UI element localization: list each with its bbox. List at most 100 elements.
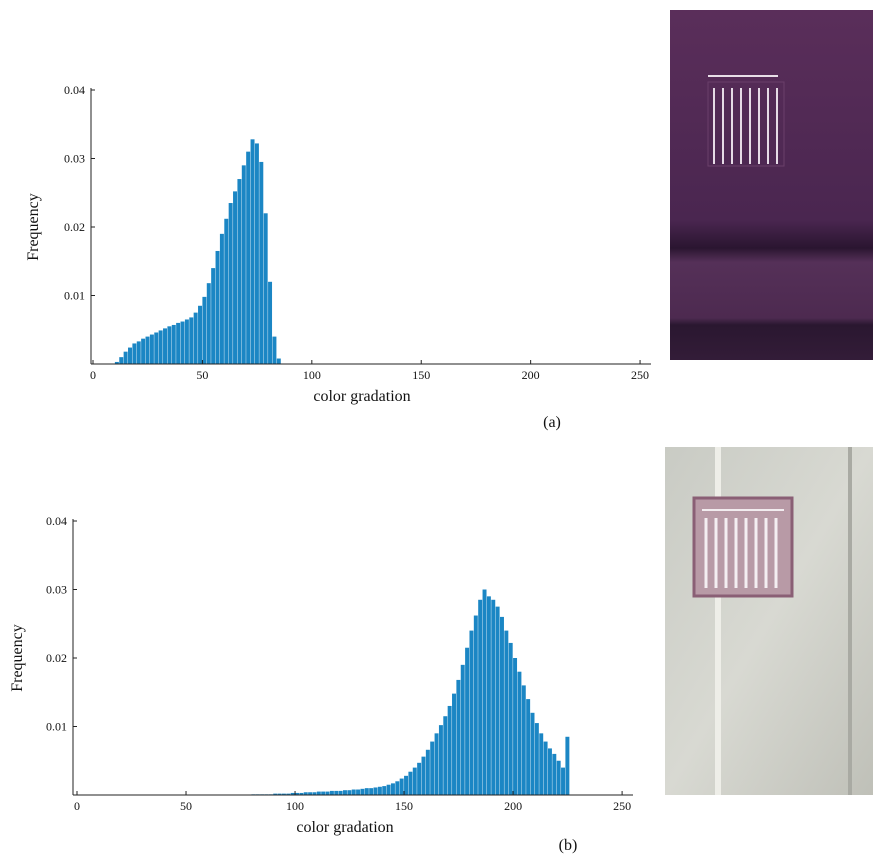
bar (526, 699, 531, 795)
bar (465, 647, 470, 795)
x-axis-label: color gradation (296, 819, 393, 836)
bar (119, 357, 124, 364)
bar (180, 321, 185, 364)
bar (539, 733, 544, 795)
bar (316, 791, 321, 795)
bar (145, 336, 150, 364)
bar (521, 685, 526, 795)
bar (552, 753, 557, 795)
bar (206, 283, 211, 364)
bar (513, 658, 518, 795)
bar (438, 725, 443, 795)
bar (417, 762, 422, 795)
bar (486, 596, 491, 795)
bar (263, 213, 268, 364)
x-tick-label: 100 (303, 368, 321, 382)
bar (114, 361, 119, 364)
x-tick-label: 0 (74, 799, 80, 813)
bar (237, 179, 242, 364)
bar (517, 671, 522, 795)
y-tick-label: 0.02 (46, 651, 67, 665)
bar (312, 792, 317, 795)
bar (254, 143, 259, 364)
bar (308, 792, 313, 795)
bar (215, 250, 220, 364)
bar (356, 789, 361, 795)
bar (228, 203, 233, 364)
bar (534, 723, 539, 795)
bar (325, 791, 330, 795)
bar (211, 268, 216, 364)
bar (303, 792, 308, 795)
bar (163, 328, 167, 364)
bar (154, 332, 159, 364)
bar (351, 789, 356, 795)
bar (382, 786, 387, 795)
bar (286, 793, 291, 795)
bar (543, 741, 548, 795)
bar (343, 790, 347, 795)
bar (149, 334, 154, 364)
bar (246, 151, 251, 364)
bar (469, 630, 474, 795)
bar (158, 330, 163, 364)
bar (425, 749, 430, 795)
y-tick-label: 0.02 (64, 220, 85, 234)
bar (334, 790, 339, 795)
bar (189, 317, 194, 364)
bar (273, 793, 278, 795)
bar (547, 748, 552, 795)
photo-a (670, 10, 873, 360)
bar (399, 778, 404, 795)
bar (281, 793, 286, 795)
y-axis-label: Frequency (9, 624, 26, 692)
bar (565, 736, 570, 795)
bar (290, 792, 295, 795)
bar (193, 312, 198, 364)
bar (395, 781, 400, 795)
bar (224, 218, 229, 364)
x-tick-label: 200 (522, 368, 540, 382)
y-tick-label: 0.01 (46, 720, 67, 734)
bar (295, 792, 299, 795)
bar (219, 233, 224, 364)
bar (556, 760, 561, 795)
bar (369, 788, 374, 795)
bar (171, 324, 176, 364)
bar (364, 788, 369, 795)
bar (430, 741, 435, 795)
y-tick-label: 0.01 (64, 289, 85, 303)
bar (508, 642, 513, 795)
bar (276, 358, 281, 364)
bar (504, 630, 509, 795)
bar (421, 756, 426, 795)
x-tick-label: 0 (90, 368, 96, 382)
y-tick-label: 0.03 (64, 152, 85, 166)
y-tick-label: 0.03 (46, 583, 67, 597)
bar (259, 161, 264, 364)
x-tick-label: 250 (631, 368, 649, 382)
bar (184, 319, 189, 364)
bar (136, 341, 141, 364)
caption: (a) (543, 414, 561, 431)
bar (167, 326, 172, 364)
y-tick-label: 0.04 (64, 83, 85, 97)
bar (408, 771, 413, 795)
bar (386, 784, 391, 795)
y-axis-label: Frequency (25, 193, 42, 261)
bar (338, 790, 343, 795)
x-tick-label: 200 (504, 799, 522, 813)
bar (495, 606, 500, 795)
photo-b (665, 447, 873, 795)
bar (321, 791, 326, 795)
bar (561, 767, 566, 795)
bar (233, 191, 238, 364)
bar (530, 712, 535, 795)
bar (482, 589, 487, 795)
bar (128, 347, 132, 364)
bar (390, 783, 395, 795)
bar (202, 296, 207, 364)
x-tick-label: 50 (180, 799, 192, 813)
bar (198, 305, 203, 364)
